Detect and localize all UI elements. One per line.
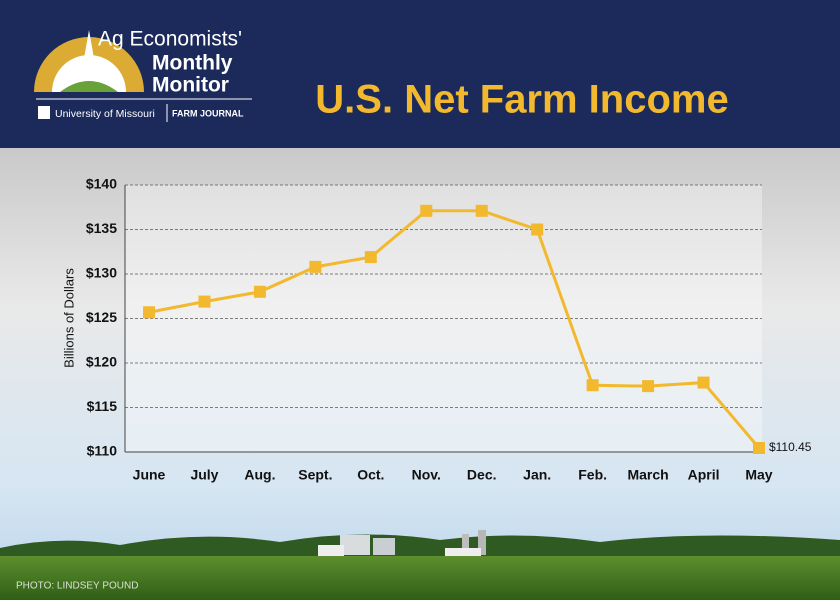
x-tick-label: May [745, 467, 772, 483]
x-tick-label: Aug. [244, 467, 275, 483]
partner: FARM JOURNAL [172, 108, 244, 118]
y-tick-label: $140 [86, 176, 117, 192]
brand-line: Monthly [152, 52, 233, 75]
data-point [420, 204, 433, 217]
background [0, 148, 840, 600]
x-tick-label: Nov. [412, 467, 441, 483]
x-tick-label: Jan. [523, 467, 551, 483]
data-point [143, 306, 156, 319]
y-tick-label: $110 [87, 443, 118, 459]
x-tick-label: Sept. [298, 467, 332, 483]
y-tick-label: $135 [86, 220, 117, 236]
y-tick-label: $125 [86, 309, 117, 325]
x-tick-label: March [627, 467, 668, 483]
data-point [198, 295, 211, 308]
data-point [364, 251, 377, 264]
y-tick-label: $115 [87, 398, 118, 414]
data-point [531, 223, 544, 236]
x-tick-label: June [133, 467, 166, 483]
y-axis-label: Billions of Dollars [61, 268, 76, 368]
landscape [0, 530, 840, 600]
x-tick-label: Dec. [467, 467, 497, 483]
x-tick-label: July [190, 467, 218, 483]
brand-line: Monitor [152, 74, 229, 97]
data-point [309, 260, 322, 273]
data-point [586, 379, 599, 392]
chart-title: U.S. Net Farm Income [315, 78, 728, 122]
x-tick-label: Oct. [357, 467, 384, 483]
data-label: $110.45 [769, 440, 812, 454]
logo [34, 30, 252, 122]
brand-line: Ag Economists' [98, 28, 242, 51]
data-point [697, 376, 710, 389]
data-point [642, 380, 655, 393]
data-point [752, 441, 765, 454]
data-line [148, 209, 761, 449]
photo-credit: PHOTO: LINDSEY POUND [16, 581, 138, 592]
data-point [253, 285, 266, 298]
y-tick-label: $120 [86, 354, 117, 370]
university: University of Missouri [55, 108, 155, 120]
data-point [475, 204, 488, 217]
x-tick-label: April [688, 467, 720, 483]
x-tick-label: Feb. [578, 467, 607, 483]
y-tick-label: $130 [86, 265, 117, 281]
